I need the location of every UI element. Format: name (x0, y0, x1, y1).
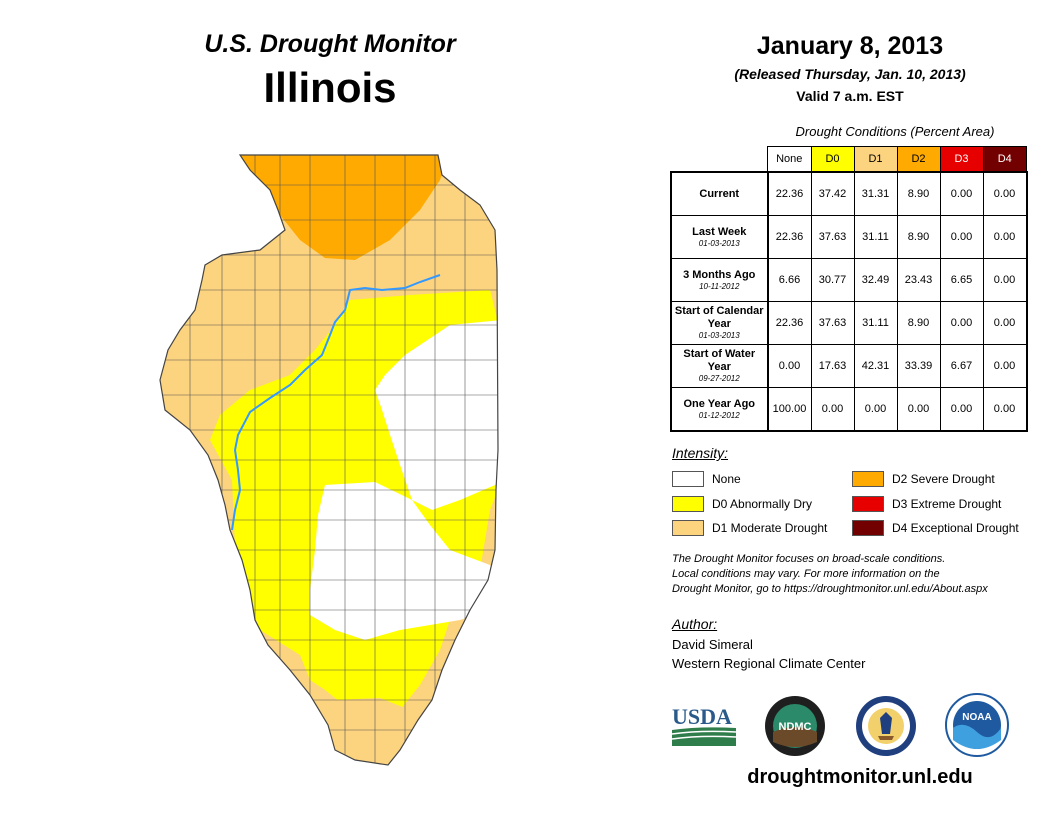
legend-swatch (852, 496, 884, 512)
usda-logo-icon: USDA (671, 704, 737, 746)
cell: 0.00 (982, 344, 1028, 388)
legend-swatch (672, 496, 704, 512)
cell: 0.00 (810, 387, 855, 432)
disclaimer-note: The Drought Monitor focuses on broad-sca… (672, 553, 988, 595)
cell: 37.42 (810, 171, 855, 216)
d2-region (230, 155, 450, 260)
cell: 6.67 (939, 344, 984, 388)
legend-item-d3: D3 Extreme Drought (852, 496, 1001, 512)
col-header-d3: D3 (939, 146, 984, 173)
drought-conditions-table: None D0 D1 D2 D3 D4 Current 22.36 37.42 … (670, 146, 1028, 432)
conditions-table-title: Drought Conditions (Percent Area) (795, 124, 995, 139)
svg-text:NOAA: NOAA (962, 712, 991, 723)
legend-item-d1: D1 Moderate Drought (672, 520, 827, 536)
none-region-south (310, 482, 498, 640)
ndmc-logo-icon: NDMC (765, 696, 825, 756)
table-row: 3 Months Ago 10-11-2012 6.66 30.77 32.49 … (670, 258, 1028, 302)
table-row: Start of Water Year 09-27-2012 0.00 17.63… (670, 344, 1028, 388)
cell: 0.00 (982, 215, 1028, 259)
state-outline (159, 154, 499, 766)
release-date: (Released Thursday, Jan. 10, 2013) (734, 66, 966, 82)
cell: 22.36 (767, 171, 812, 216)
cell: 6.65 (939, 258, 984, 302)
cell: 42.31 (853, 344, 898, 388)
cell: 37.63 (810, 301, 855, 345)
cell: 0.00 (939, 171, 984, 216)
cell: 30.77 (810, 258, 855, 302)
legend-swatch (852, 471, 884, 487)
cell: 33.39 (896, 344, 941, 388)
table-row: Current 22.36 37.42 31.31 8.90 0.00 0.00 (670, 171, 1028, 216)
cell: 0.00 (853, 387, 898, 432)
svg-text:USDA: USDA (672, 704, 732, 729)
row-label: 3 Months Ago 10-11-2012 (670, 258, 769, 302)
cell: 31.11 (853, 301, 898, 345)
legend-swatch (672, 520, 704, 536)
row-label: Last Week 01-03-2013 (670, 215, 769, 259)
legend-title: Intensity: (672, 445, 729, 461)
footer-url[interactable]: droughtmonitor.unl.edu (747, 766, 973, 788)
map-subtitle: U.S. Drought Monitor (204, 30, 456, 58)
map-date: January 8, 2013 (756, 32, 944, 60)
cell: 22.36 (767, 301, 812, 345)
legend-item-d2: D2 Severe Drought (852, 471, 995, 487)
state-title: Illinois (263, 64, 397, 111)
cell: 100.00 (767, 387, 812, 432)
cell: 0.00 (939, 387, 984, 432)
illinois-river (231, 274, 441, 531)
cell: 31.31 (853, 171, 898, 216)
cell: 0.00 (939, 215, 984, 259)
cell: 8.90 (896, 301, 941, 345)
svg-text:NDMC: NDMC (779, 721, 812, 733)
cell: 0.00 (939, 301, 984, 345)
legend-item-d4: D4 Exceptional Drought (852, 520, 1019, 536)
legend-item-d0: D0 Abnormally Dry (672, 496, 812, 512)
cell: 0.00 (982, 258, 1028, 302)
cell: 0.00 (982, 387, 1028, 432)
cell: 22.36 (767, 215, 812, 259)
row-label: Current (670, 171, 769, 216)
col-header-d2: D2 (896, 146, 941, 173)
table-row: One Year Ago 01-12-2012 100.00 0.00 0.00 … (670, 387, 1028, 432)
col-header-d4: D4 (982, 146, 1027, 173)
col-header-d1: D1 (853, 146, 898, 173)
cell: 0.00 (896, 387, 941, 432)
cell: 17.63 (810, 344, 855, 388)
legend-swatch (672, 471, 704, 487)
cell: 0.00 (982, 171, 1028, 216)
row-label: Start of Water Year 09-27-2012 (670, 344, 769, 388)
cell: 0.00 (767, 344, 812, 388)
row-label: Start of Calendar Year 01-03-2013 (670, 301, 769, 345)
none-region-east (375, 320, 498, 510)
cell: 23.43 (896, 258, 941, 302)
author-name: David Simeral (672, 637, 753, 652)
cell: 31.11 (853, 215, 898, 259)
author-heading: Author: (672, 616, 718, 632)
cell: 37.63 (810, 215, 855, 259)
commerce-seal-icon (856, 696, 916, 756)
valid-time: Valid 7 a.m. EST (796, 88, 904, 104)
table-row: Last Week 01-03-2013 22.36 37.63 31.11 8.… (670, 215, 1028, 259)
cell: 32.49 (853, 258, 898, 302)
cell: 8.90 (896, 171, 941, 216)
col-header-none: None (767, 146, 812, 173)
col-header-d0: D0 (810, 146, 855, 173)
row-label: One Year Ago 01-12-2012 (670, 387, 769, 432)
legend-swatch (852, 520, 884, 536)
author-organization: Western Regional Climate Center (672, 656, 866, 671)
legend-item-none: None (672, 471, 741, 487)
noaa-logo-icon: NOAA (945, 693, 1009, 757)
illinois-drought-map (159, 154, 499, 766)
cell: 6.66 (767, 258, 812, 302)
cell: 0.00 (982, 301, 1028, 345)
cell: 8.90 (896, 215, 941, 259)
table-row: Start of Calendar Year 01-03-2013 22.36 3… (670, 301, 1028, 345)
table-header-row: None D0 D1 D2 D3 D4 (671, 146, 1027, 173)
